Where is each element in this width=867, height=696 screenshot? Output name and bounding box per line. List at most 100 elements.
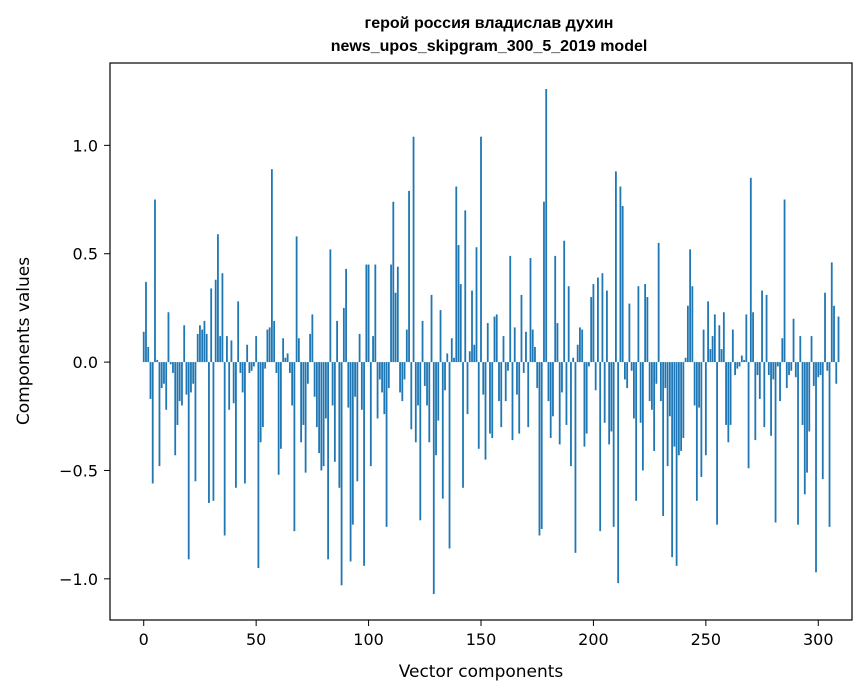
bar-component-284 [781, 338, 784, 363]
bar-component-180 [547, 362, 550, 402]
bar-component-161 [504, 362, 507, 402]
bar-component-185 [558, 362, 561, 445]
bar-component-149 [477, 362, 480, 449]
bar-component-177 [540, 362, 543, 529]
bar-component-279 [770, 362, 772, 436]
bar-component-58 [273, 320, 276, 363]
bar-component-16 [178, 362, 181, 402]
y-tick-label: 1.0 [73, 136, 98, 155]
bar-component-109 [387, 362, 390, 389]
bar-component-65 [288, 362, 291, 373]
bar-component-48 [250, 362, 253, 371]
bar-component-87 [338, 362, 341, 488]
bar-component-231 [662, 362, 665, 516]
bar-component-217 [630, 362, 633, 371]
bar-component-71 [302, 362, 305, 425]
bar-component-165 [513, 327, 516, 363]
bar-component-91 [347, 362, 350, 408]
bar-component-129 [432, 362, 435, 594]
bar-component-68 [295, 236, 298, 363]
bar-component-164 [511, 362, 514, 441]
bar-component-235 [671, 362, 674, 558]
bar-component-73 [306, 362, 309, 384]
bar-component-142 [462, 362, 464, 488]
bar-component-124 [421, 320, 424, 363]
bar-component-21 [190, 362, 192, 393]
bar-component-5 [154, 199, 156, 363]
bar-component-210 [615, 171, 617, 363]
bar-component-43 [239, 362, 242, 373]
bar-component-203 [599, 362, 602, 532]
bar-component-162 [507, 362, 509, 371]
bar-component-240 [682, 362, 685, 438]
bar-component-51 [257, 362, 260, 568]
bar-component-84 [331, 362, 334, 406]
bar-component-248 [700, 362, 703, 477]
bar-component-17 [181, 362, 183, 406]
bar-component-298 [812, 362, 815, 386]
bar-component-61 [279, 362, 282, 449]
bar-component-74 [309, 333, 312, 363]
bar-component-52 [259, 362, 262, 443]
bar-component-204 [601, 273, 604, 363]
bar-component-139 [455, 186, 458, 363]
bar-component-78 [318, 362, 321, 454]
bar-component-126 [426, 362, 428, 406]
bar-component-292 [799, 336, 802, 363]
bar-component-188 [565, 362, 568, 425]
bar-component-23 [194, 362, 197, 482]
bar-component-153 [486, 323, 489, 363]
bar-component-122 [417, 362, 419, 406]
x-tick-label: 200 [578, 630, 609, 649]
bar-component-176 [538, 362, 541, 536]
bar-component-237 [675, 362, 678, 566]
bar-component-155 [491, 362, 494, 438]
bar-component-186 [561, 362, 563, 393]
bar-component-184 [556, 323, 559, 363]
bar-component-130 [435, 362, 437, 456]
bar-component-218 [633, 362, 635, 419]
bar-component-290 [794, 362, 797, 378]
bar-component-83 [329, 249, 332, 363]
bar-component-306 [830, 262, 833, 363]
bar-component-59 [275, 362, 278, 373]
bar-component-70 [300, 362, 303, 443]
bar-component-76 [313, 362, 316, 397]
bar-component-252 [709, 349, 712, 363]
bar-component-121 [414, 362, 417, 443]
y-tick-label: 0.5 [73, 245, 98, 264]
x-tick-label: 250 [691, 630, 722, 649]
bar-component-199 [590, 297, 593, 363]
bar-component-225 [648, 362, 651, 402]
bar-component-245 [693, 362, 696, 406]
bar-component-171 [527, 362, 530, 428]
x-tick-label: 300 [803, 630, 834, 649]
bar-component-212 [619, 186, 622, 363]
bar-component-169 [522, 362, 525, 373]
bar-component-222 [641, 362, 644, 471]
bar-component-81 [324, 362, 327, 419]
bar-component-53 [262, 362, 264, 428]
bar-component-201 [594, 362, 597, 391]
bar-component-206 [606, 290, 608, 363]
bar-component-99 [365, 264, 368, 363]
bar-component-196 [583, 362, 586, 447]
bar-component-35 [221, 273, 224, 363]
bar-component-304 [826, 362, 829, 371]
bar-component-230 [659, 362, 662, 402]
bar-component-60 [277, 362, 280, 475]
bar-component-41 [235, 362, 237, 488]
bar-component-257 [720, 349, 723, 363]
y-tick-label: −1.0 [59, 570, 98, 589]
bar-component-247 [698, 362, 700, 408]
bar-component-145 [468, 351, 471, 363]
bar-component-160 [502, 336, 505, 363]
bar-component-144 [466, 362, 469, 415]
bars-group [142, 89, 840, 594]
bar-component-131 [437, 362, 440, 421]
bar-component-269 [747, 362, 750, 469]
bar-component-125 [423, 362, 426, 386]
bar-component-98 [363, 362, 365, 566]
x-axis-ticks: 0 50 100 150 200 250 300 [139, 620, 834, 649]
bar-component-226 [650, 362, 653, 410]
